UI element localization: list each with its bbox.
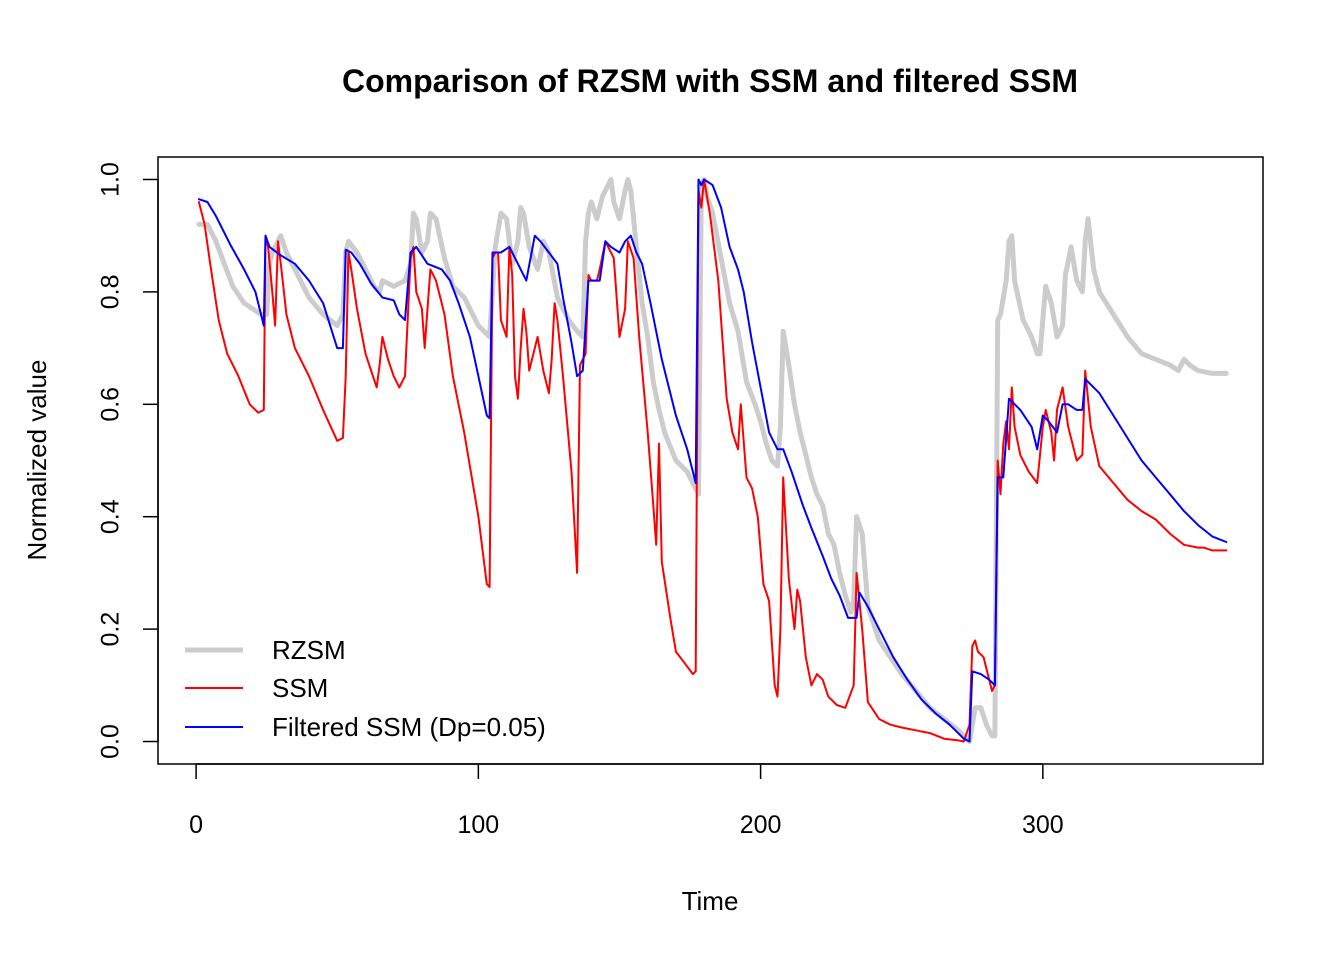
legend: RZSM SSM Filtered SSM (Dp=0.05) (185, 635, 546, 742)
series-layer (196, 177, 1229, 744)
x-axis: 0 100 200 300 (189, 763, 1064, 839)
legend-label-0: RZSM (272, 635, 346, 665)
series-line-2 (197, 178, 1228, 743)
x-tick-label: 0 (189, 811, 203, 839)
legend-label-2: Filtered SSM (Dp=0.05) (272, 712, 546, 742)
y-tick-label: 0.2 (97, 612, 125, 647)
series-line-1 (197, 178, 1228, 743)
y-tick-label: 0.0 (97, 724, 125, 759)
y-tick-label: 0.8 (97, 275, 125, 310)
chart-title: Comparison of RZSM with SSM and filtered… (342, 63, 1078, 99)
series-line-0 (196, 177, 1229, 744)
y-tick-label: 0.4 (97, 499, 125, 534)
x-tick-label: 100 (457, 811, 499, 839)
x-tick-label: 200 (740, 811, 782, 839)
x-tick-label: 300 (1022, 811, 1064, 839)
y-tick-label: 0.6 (97, 387, 125, 422)
legend-label-1: SSM (272, 673, 328, 703)
y-tick-label: 1.0 (97, 162, 125, 197)
y-axis-label: Normalized value (22, 360, 52, 561)
x-axis-label: Time (682, 886, 739, 916)
y-axis: 0.0 0.2 0.4 0.6 0.8 1.0 (97, 162, 159, 759)
